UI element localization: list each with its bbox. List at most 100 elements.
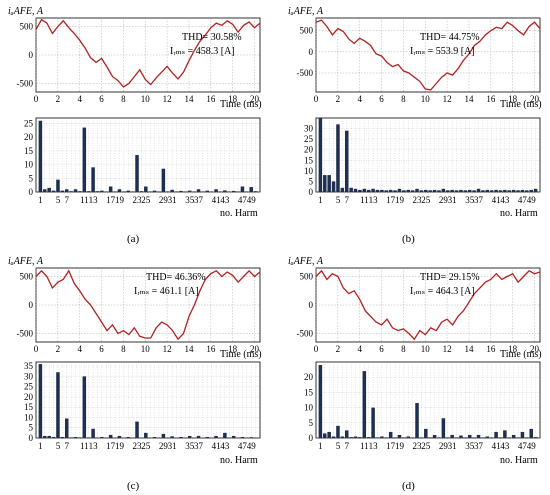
x-tick-label: 11 bbox=[80, 195, 89, 205]
x-tick-label: 6 bbox=[379, 344, 384, 354]
harmonic-bar bbox=[161, 168, 166, 192]
harmonic-bar bbox=[467, 189, 472, 192]
harmonic-bar bbox=[91, 428, 95, 438]
harmonic-bar bbox=[336, 124, 340, 192]
x-tick-label: 31 bbox=[448, 441, 457, 451]
harmonic-bar bbox=[327, 431, 331, 438]
x-tick-label: 16 bbox=[486, 94, 496, 104]
x-tick-label: 10 bbox=[141, 94, 151, 104]
x-tick-label: 18 bbox=[508, 94, 518, 104]
x-tick-label: 19 bbox=[115, 195, 125, 205]
harmonic-bar bbox=[209, 191, 214, 192]
harmonic-bar bbox=[485, 436, 490, 438]
x-tick-label: 29 bbox=[159, 195, 169, 205]
harmonic-bar bbox=[236, 191, 240, 192]
x-tick-label: 41 bbox=[492, 441, 501, 451]
x-tick-label: 41 bbox=[212, 195, 221, 205]
harmonic-bar bbox=[144, 432, 148, 438]
time-plot-b: 0 2 4 6 8 10 12 14 16 18 20 -500 0 500 bbox=[297, 18, 541, 104]
harmonic-bar bbox=[459, 435, 463, 438]
harmonic-bar bbox=[428, 190, 432, 192]
x-tick-label: 25 bbox=[141, 195, 151, 205]
harmonic-bar bbox=[476, 434, 481, 438]
y-tick-label: 15 bbox=[24, 146, 34, 156]
harm-plot-frame bbox=[315, 117, 541, 193]
x-tick-label: 16 bbox=[486, 344, 496, 354]
harmonic-bar bbox=[525, 190, 529, 192]
harmonic-bar bbox=[384, 190, 389, 192]
harmonic-bar bbox=[108, 186, 113, 192]
y-tick-label: 25 bbox=[24, 382, 34, 392]
harmonic-bar bbox=[406, 189, 410, 192]
harmonic-bar bbox=[100, 436, 104, 438]
harmonic-bar bbox=[64, 418, 69, 438]
x-tick-label: 1 bbox=[38, 195, 43, 205]
x-tick-label: 12 bbox=[163, 94, 172, 104]
harmonic-bar bbox=[507, 437, 512, 438]
harmonic-bar bbox=[117, 435, 122, 438]
harmonic-bar bbox=[218, 191, 223, 192]
time-ylabel: iₐAFE, A bbox=[288, 256, 324, 267]
harmonic-bar bbox=[144, 186, 148, 192]
harmonic-bar bbox=[64, 189, 69, 192]
harmonic-bar bbox=[358, 437, 362, 438]
harmonic-bar bbox=[428, 437, 432, 438]
y-tick-label: -500 bbox=[17, 78, 34, 88]
x-tick-label: 2 bbox=[336, 344, 341, 354]
harmonic-bar bbox=[201, 191, 205, 192]
harmonic-bar bbox=[331, 181, 336, 192]
x-tick-label: 4 bbox=[77, 94, 82, 104]
harmonic-bar bbox=[43, 189, 47, 192]
x-tick-label: 29 bbox=[439, 441, 449, 451]
x-tick-label: 31 bbox=[168, 441, 177, 451]
harmonic-bar bbox=[113, 191, 117, 192]
x-tick-label: 49 bbox=[247, 441, 257, 451]
harmonic-bar bbox=[104, 191, 109, 192]
harmonic-bar bbox=[419, 190, 424, 192]
x-tick-label: 43 bbox=[220, 195, 230, 205]
harmonic-bar bbox=[340, 436, 345, 438]
harmonic-bar bbox=[336, 425, 340, 438]
x-tick-label: 0 bbox=[314, 344, 319, 354]
harmonic-bar bbox=[388, 189, 393, 192]
x-tick-label: 23 bbox=[413, 441, 423, 451]
harmonic-bar bbox=[424, 189, 428, 192]
y-tick-label: -500 bbox=[297, 328, 314, 338]
harmonic-bar bbox=[179, 190, 183, 192]
harmonic-bar bbox=[47, 435, 51, 438]
harmonic-bar bbox=[205, 190, 210, 192]
harmonic-bar bbox=[82, 127, 87, 192]
harmonic-bar bbox=[384, 437, 389, 438]
y-tick-label: 0 bbox=[309, 300, 314, 310]
harmonic-bar bbox=[362, 188, 367, 192]
harmonic-bar bbox=[494, 431, 498, 438]
harmonic-bar bbox=[344, 130, 349, 192]
harmonic-bar bbox=[349, 437, 353, 438]
time-xlabel: Time (ms) bbox=[220, 99, 262, 110]
harmonic-bar bbox=[533, 188, 538, 192]
x-tick-label: 14 bbox=[184, 94, 194, 104]
x-tick-label: 47 bbox=[518, 441, 528, 451]
harmonic-bar bbox=[318, 365, 323, 438]
x-tick-label: 23 bbox=[133, 441, 143, 451]
current-waveform-line bbox=[35, 269, 261, 341]
panel-caption: (b) bbox=[402, 233, 415, 245]
y-tick-label: 10 bbox=[24, 412, 34, 422]
harmonic-bar bbox=[43, 435, 47, 438]
harmonic-bar bbox=[344, 430, 349, 438]
x-tick-label: 20 bbox=[250, 94, 260, 104]
y-tick-label: 20 bbox=[304, 145, 314, 155]
y-tick-label: 30 bbox=[24, 371, 34, 381]
harmonic-bar bbox=[69, 437, 73, 438]
harmonic-bar bbox=[397, 188, 402, 192]
y-tick-label: -500 bbox=[297, 68, 314, 78]
x-tick-label: 8 bbox=[401, 344, 406, 354]
harmonic-bar bbox=[126, 190, 130, 192]
harmonic-bar bbox=[166, 191, 170, 192]
x-tick-label: 19 bbox=[395, 441, 405, 451]
x-tick-label: 25 bbox=[421, 195, 431, 205]
x-tick-label: 47 bbox=[518, 195, 528, 205]
x-tick-label: 35 bbox=[465, 441, 475, 451]
harmonic-bar bbox=[529, 189, 533, 192]
x-tick-label: 29 bbox=[439, 195, 449, 205]
